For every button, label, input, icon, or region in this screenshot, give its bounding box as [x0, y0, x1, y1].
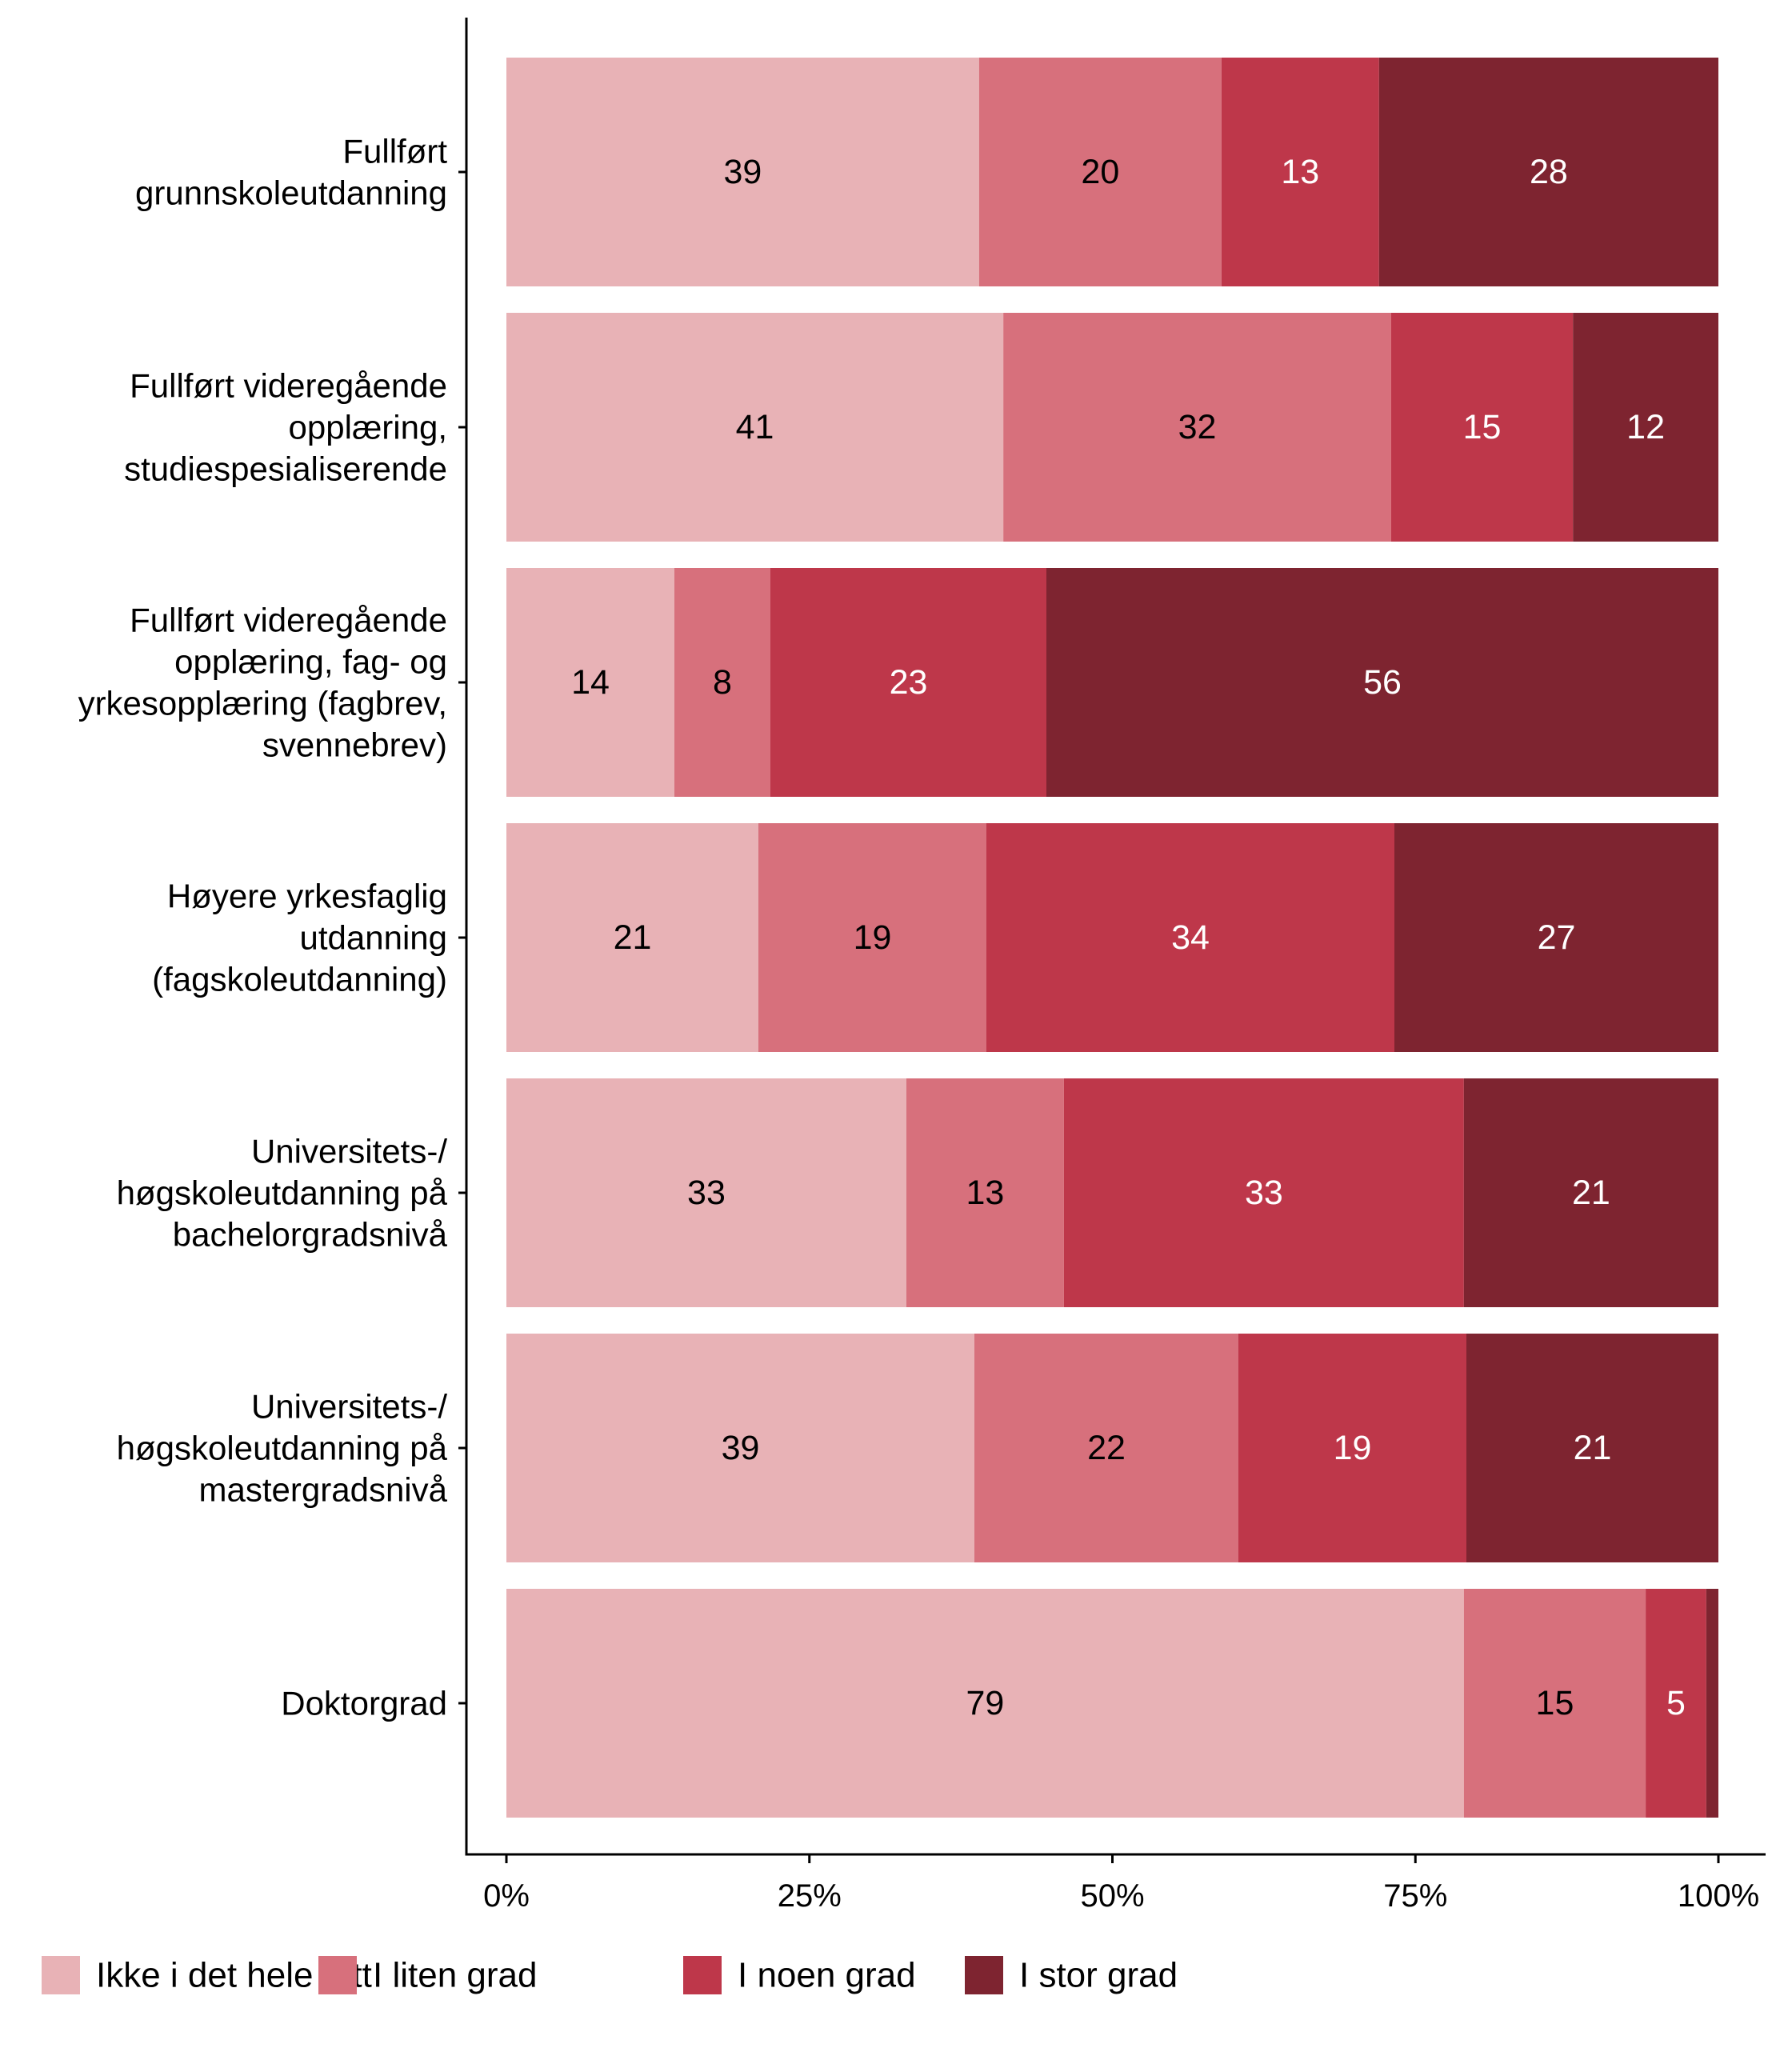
data-label: 15	[1463, 408, 1502, 446]
data-label: 21	[1572, 1174, 1610, 1212]
category-label: studiespesialiserende	[124, 450, 447, 488]
data-label: 14	[571, 663, 610, 702]
data-label: 13	[966, 1174, 1005, 1212]
category-label: utdanning	[299, 919, 447, 957]
data-label: 15	[1536, 1684, 1574, 1722]
bar-segment-7-1	[506, 1589, 1464, 1818]
bar-segment-4-4	[1394, 823, 1718, 1052]
x-tick-label: 25%	[778, 1878, 842, 1914]
category-label: Doktorgrad	[281, 1685, 447, 1722]
legend-label: I liten grad	[373, 1956, 537, 1995]
bar-segment-3-1	[506, 568, 674, 797]
data-label: 39	[722, 1429, 760, 1467]
category-label: svennebrev)	[262, 726, 447, 764]
bar-segment-1-3	[1221, 58, 1379, 286]
bar-segment-5-3	[1063, 1078, 1464, 1307]
category-label: Høyere yrkesfaglig	[167, 878, 447, 915]
data-label: 33	[1245, 1174, 1283, 1212]
category-label: yrkesopplæring (fagbrev,	[78, 685, 447, 722]
data-label: 19	[1334, 1429, 1372, 1467]
data-labels: 39 20 13 28 41 32 15 12 14 8 23 56 21 19 34 27 33 13 33 21 3…	[571, 153, 1686, 1722]
data-label: 32	[1178, 408, 1217, 446]
legend-label: I stor grad	[1019, 1956, 1178, 1995]
legend-swatch	[318, 1956, 357, 1994]
data-label: 12	[1626, 408, 1665, 446]
category-label: opplæring, fag- og	[174, 643, 447, 681]
bar-segment-6-3	[1238, 1334, 1466, 1562]
category-label: mastergradsnivå	[199, 1471, 448, 1509]
x-axis: 0% 25% 50% 75% 100%	[465, 1853, 1766, 1914]
bar-segment-2-3	[1390, 313, 1574, 542]
data-label: 33	[687, 1174, 726, 1212]
x-tick-label: 75%	[1383, 1878, 1447, 1914]
bar-segment-7-4	[1706, 1589, 1718, 1818]
bar-segment-4-3	[986, 823, 1394, 1052]
category-label: Fullført videregående	[130, 367, 447, 405]
category-label: bachelorgradsnivå	[173, 1216, 448, 1254]
bar-segment-5-2	[906, 1078, 1064, 1307]
x-tick-label: 100%	[1678, 1878, 1759, 1914]
data-label: 56	[1363, 663, 1402, 702]
category-label: Fullført	[342, 133, 447, 170]
category-label: Fullført videregående	[130, 602, 447, 639]
y-axis: Fullført grunnskoleutdanning Fullført vide…	[78, 18, 468, 1856]
data-label: 41	[736, 408, 774, 446]
bar-segment-3-4	[1046, 568, 1718, 797]
category-label: Universitets-/	[251, 1388, 447, 1426]
bar-segment-7-2	[1463, 1589, 1646, 1818]
legend-label: I noen grad	[738, 1956, 916, 1995]
bar-segment-1-4	[1378, 58, 1718, 286]
category-label: (fagskoleutdanning)	[152, 961, 447, 998]
data-label: 8	[713, 663, 732, 702]
data-label: 20	[1081, 153, 1119, 191]
bar-segment-1-2	[978, 58, 1222, 286]
data-label: 21	[1574, 1429, 1612, 1467]
category-label: høgskoleutdanning på	[117, 1174, 448, 1212]
data-label: 28	[1530, 153, 1568, 191]
legend: Ikke i det hele tatt I liten grad I noen g…	[42, 1956, 1178, 1995]
bar-segment-6-4	[1466, 1334, 1718, 1562]
bar-segment-5-1	[506, 1078, 906, 1307]
data-label: 79	[966, 1684, 1005, 1722]
category-label: grunnskoleutdanning	[135, 174, 447, 212]
legend-swatch	[683, 1956, 722, 1994]
data-label: 23	[890, 663, 928, 702]
bar-area	[506, 58, 1718, 1818]
data-label: 34	[1171, 918, 1210, 957]
category-label: høgskoleutdanning på	[117, 1430, 448, 1467]
x-tick-label: 50%	[1080, 1878, 1144, 1914]
legend-swatch	[42, 1956, 80, 1994]
bar-segment-2-4	[1573, 313, 1718, 542]
x-tick-label: 0%	[483, 1878, 530, 1914]
data-label: 13	[1281, 153, 1319, 191]
bar-segment-7-3	[1646, 1589, 1706, 1818]
bar-segment-5-4	[1463, 1078, 1718, 1307]
bar-segment-2-2	[1003, 313, 1391, 542]
data-label: 22	[1087, 1429, 1126, 1467]
data-label: 5	[1666, 1684, 1686, 1722]
data-label: 39	[724, 153, 762, 191]
category-label: opplæring,	[289, 409, 447, 446]
category-label: Universitets-/	[251, 1133, 447, 1170]
bar-segment-6-2	[974, 1334, 1238, 1562]
legend-swatch	[965, 1956, 1003, 1994]
bar-segment-4-1	[506, 823, 758, 1052]
data-label: 27	[1538, 918, 1576, 957]
bar-segment-3-2	[674, 568, 770, 797]
bar-segment-4-2	[758, 823, 986, 1052]
bar-segment-2-1	[506, 313, 1004, 542]
bar-segment-1-1	[506, 58, 979, 286]
data-label: 19	[854, 918, 892, 957]
data-label: 21	[614, 918, 652, 957]
bar-segment-3-3	[770, 568, 1046, 797]
bar-segment-6-1	[506, 1334, 974, 1562]
